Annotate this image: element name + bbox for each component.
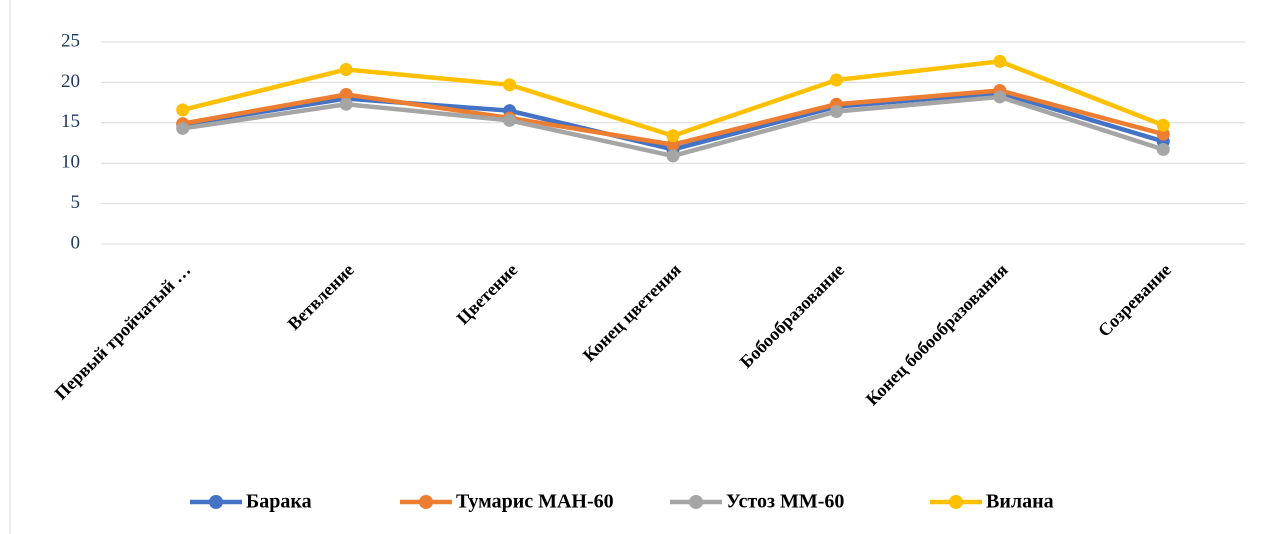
legend-marker <box>689 495 703 509</box>
legend-marker <box>949 495 963 509</box>
point <box>339 97 353 111</box>
point <box>666 149 680 163</box>
point <box>176 121 190 135</box>
point <box>339 62 353 76</box>
point <box>339 88 353 102</box>
point <box>176 103 190 117</box>
legend-label: Устоз ММ-60 <box>726 491 844 513</box>
point <box>1156 118 1170 132</box>
point <box>829 104 843 118</box>
y-tick-label: 25 <box>61 30 80 51</box>
y-tick-label: 5 <box>71 192 81 213</box>
y-tick-label: 10 <box>61 152 80 173</box>
point <box>993 90 1007 104</box>
legend-marker <box>419 495 433 509</box>
x-tick-label: Ветвление <box>284 260 358 334</box>
legend-marker <box>209 495 223 509</box>
point <box>1156 142 1170 156</box>
x-tick-label: Цветение <box>453 260 522 329</box>
x-tick-label: Первый тройчатый … <box>51 260 195 404</box>
legend-label: Тумарис МАН-60 <box>456 491 614 513</box>
y-tick-label: 20 <box>61 71 80 92</box>
point <box>666 138 680 152</box>
point <box>503 113 517 127</box>
legend-label: Барака <box>246 491 312 513</box>
point <box>829 73 843 87</box>
x-tick-label: Созревание <box>1094 260 1175 341</box>
point <box>503 78 517 92</box>
y-tick-label: 0 <box>71 232 81 253</box>
legend-label: Вилана <box>986 491 1054 513</box>
y-tick-label: 15 <box>61 111 80 132</box>
point <box>1156 127 1170 141</box>
point <box>666 129 680 143</box>
chart-border <box>9 0 11 534</box>
point <box>993 54 1007 68</box>
x-tick-label: Конец бобообразования <box>862 259 1012 409</box>
x-tick-label: Конец цветения <box>579 259 685 365</box>
x-tick-label: Бобообразование <box>736 260 848 372</box>
